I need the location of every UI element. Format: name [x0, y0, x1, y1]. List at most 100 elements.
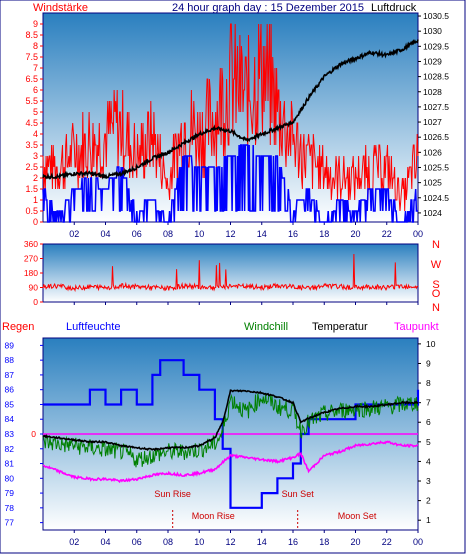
temperatur-line — [42, 389, 419, 452]
p1-left-tick-label: 8.5 — [25, 30, 38, 40]
p3-left-tick-label: 78 — [5, 503, 15, 513]
p3-xtick-label: 22 — [382, 537, 392, 547]
p2-direction-label-N: N — [432, 239, 440, 251]
p3-right-tick-label: 3 — [426, 476, 431, 486]
p3-xtick-label: 04 — [100, 537, 110, 547]
p3-xtick-label: 08 — [163, 537, 173, 547]
taupunkt-line — [42, 440, 419, 484]
p2-left-tick-label: 0 — [33, 297, 38, 307]
p2-direction-label-W: W — [431, 259, 442, 271]
header-wind-title: Windstärke — [33, 2, 88, 14]
p2-left-tick-label: 360 — [24, 239, 38, 249]
p3-left-tick-label: 88 — [5, 355, 15, 365]
p1-left-tick-label: 4.5 — [25, 118, 38, 128]
p3-right-tick-label: 8 — [426, 378, 431, 388]
p1-xtick-label: 00 — [413, 229, 423, 239]
luftfeuchte-line — [43, 359, 420, 509]
event-label-3: Moon Set — [338, 511, 377, 521]
p1-xtick-label: 20 — [350, 229, 360, 239]
p3-left-tick-label: 80 — [5, 473, 15, 483]
p3-right-tick-label: 5 — [426, 437, 431, 447]
p3-right-tick-label: 10 — [426, 339, 436, 349]
p1-left-tick-label: 8 — [33, 41, 38, 51]
p3-right-tick-label: 4 — [426, 456, 431, 466]
wind-gust-line — [42, 23, 419, 212]
p3-left-tick-label: 81 — [5, 459, 15, 469]
p3-left-tick-label: 77 — [5, 518, 15, 528]
p2-direction-label-O: O — [432, 288, 441, 300]
header-date-title: 24 hour graph day : 15 Dezember 2015 — [172, 2, 364, 14]
p1-xtick-label: 04 — [100, 229, 110, 239]
p3-left-tick-label: 85 — [5, 399, 15, 409]
p1-right-tick-label: 1027 — [423, 117, 442, 127]
p1-xtick-label: 02 — [69, 229, 79, 239]
p1-right-tick-label: 1030 — [423, 26, 442, 36]
p3-left-tick-label: 82 — [5, 444, 15, 454]
event-label-1: Moon Rise — [192, 511, 235, 521]
legend-regen: Regen — [2, 321, 34, 333]
header-pressure-title: Luftdruck — [371, 2, 417, 14]
p1-left-tick-label: 4 — [33, 129, 38, 139]
p1-right-tick-label: 1025.5 — [423, 162, 449, 172]
p3-xtick-label: 16 — [288, 537, 298, 547]
p3-left-tick-label: 84 — [5, 414, 15, 424]
windchill-line — [42, 393, 419, 468]
p1-left-tick-label: 3.5 — [25, 140, 38, 150]
p3-xtick-label: 18 — [319, 537, 329, 547]
p1-right-tick-label: 1028 — [423, 87, 442, 97]
p3-xtick-label: 20 — [350, 537, 360, 547]
p2-left-tick-label: 270 — [24, 254, 38, 264]
p3-right-tick-label: 7 — [426, 398, 431, 408]
p1-xtick-label: 16 — [288, 229, 298, 239]
p1-right-tick-label: 1029.5 — [423, 41, 449, 51]
p2-left-tick-label: 90 — [29, 283, 39, 293]
p1-xtick-label: 06 — [132, 229, 142, 239]
p1-xtick-label: 22 — [382, 229, 392, 239]
p1-left-tick-label: 7.5 — [25, 52, 38, 62]
regen-zero-label: 0 — [31, 429, 36, 439]
wind-pressure-panel: 00.511.522.533.544.555.566.577.588.59102… — [25, 11, 449, 239]
p2-direction-label-S: S — [432, 279, 439, 291]
p3-left-tick-label: 89 — [5, 340, 15, 350]
wind-direction-line — [42, 253, 419, 293]
p1-right-tick-label: 1030.5 — [423, 11, 449, 21]
p3-right-tick-label: 6 — [426, 417, 431, 427]
legend-taupunkt: Taupunkt — [394, 321, 439, 333]
p3-left-tick-label: 79 — [5, 488, 15, 498]
p1-right-tick-label: 1028.5 — [423, 72, 449, 82]
legend-windchill: Windchill — [244, 321, 288, 333]
legend-luftfeuchte: Luftfeuchte — [66, 321, 120, 333]
p1-right-tick-label: 1025 — [423, 178, 442, 188]
p3-xtick-label: 06 — [132, 537, 142, 547]
event-label-2: Sun Set — [282, 489, 315, 499]
p1-left-tick-label: 6 — [33, 85, 38, 95]
p1-left-tick-label: 0.5 — [25, 206, 38, 216]
p1-xtick-label: 14 — [257, 229, 267, 239]
p2-left-tick-label: 180 — [24, 268, 38, 278]
p1-left-tick-label: 2.5 — [25, 162, 38, 172]
p1-xtick-label: 12 — [225, 229, 235, 239]
p3-xtick-label: 12 — [225, 537, 235, 547]
p3-left-tick-label: 87 — [5, 370, 15, 380]
p3-right-tick-label: 1 — [426, 515, 431, 525]
p1-left-tick-label: 1 — [33, 195, 38, 205]
p3-right-tick-label: 9 — [426, 358, 431, 368]
p1-left-tick-label: 9 — [33, 19, 38, 29]
p1-right-tick-label: 1024 — [423, 208, 442, 218]
p1-left-tick-label: 2 — [33, 173, 38, 183]
p1-xtick-label: 10 — [194, 229, 204, 239]
p1-left-tick-label: 5 — [33, 107, 38, 117]
p1-left-tick-label: 0 — [33, 217, 38, 227]
p1-left-tick-label: 5.5 — [25, 96, 38, 106]
p1-right-tick-label: 1026 — [423, 147, 442, 157]
p1-right-tick-label: 1026.5 — [423, 132, 449, 142]
p1-left-tick-label: 6.5 — [25, 74, 38, 84]
p1-left-tick-label: 1.5 — [25, 184, 38, 194]
pressure-line — [42, 39, 419, 180]
p1-right-tick-label: 1029 — [423, 56, 442, 66]
p1-left-tick-label: 7 — [33, 63, 38, 73]
p2-direction-label-N: N — [432, 302, 440, 314]
